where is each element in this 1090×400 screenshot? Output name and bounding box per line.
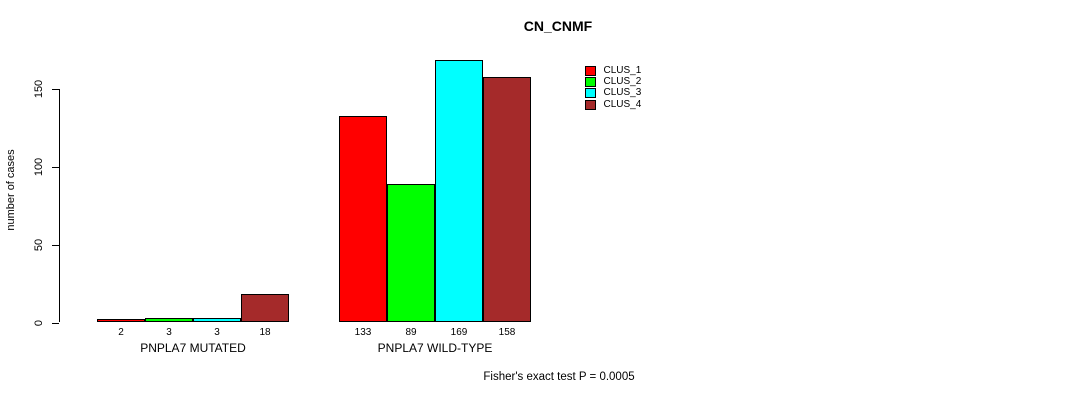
legend-swatch (585, 99, 596, 110)
y-tick-label: 150 (33, 79, 45, 99)
bar-clus-2-group1 (145, 317, 193, 323)
bar-value-label: 89 (405, 327, 417, 338)
legend-label: CLUS_1 (603, 64, 642, 76)
bar-clus-3-group1 (193, 317, 241, 323)
bar-clus-1-group2 (339, 115, 387, 323)
legend: CLUS_1 CLUS_2 CLUS_3 CLUS_4 (585, 65, 641, 110)
bar-clus-3-group2 (435, 59, 483, 323)
legend-label: CLUS_4 (603, 98, 642, 110)
bar-value-label: 3 (166, 327, 172, 338)
y-axis-title: number of cases (5, 149, 17, 231)
y-tick-label: 100 (33, 157, 45, 177)
bar-value-label: 158 (498, 327, 516, 338)
annotation-text: Fisher's exact test P = 0.0005 (483, 371, 635, 383)
x-category-label: PNPLA7 WILD-TYPE (377, 341, 493, 355)
bar-clus-2-group2 (387, 184, 435, 323)
bar-clus-4-group1 (241, 294, 289, 323)
y-tick (52, 89, 59, 91)
y-tick (52, 244, 59, 246)
y-tick (52, 322, 59, 324)
legend-swatch (585, 76, 596, 87)
legend-item-clus-4: CLUS_4 (585, 99, 641, 110)
y-tick-label: 50 (33, 238, 45, 251)
bar-clus-1-group1 (97, 319, 145, 323)
legend-item-clus-3: CLUS_3 (585, 88, 641, 99)
legend-swatch (585, 88, 596, 99)
legend-label: CLUS_3 (603, 87, 642, 99)
legend-item-clus-1: CLUS_1 (585, 65, 641, 76)
bar-value-label: 133 (354, 327, 372, 338)
legend-label: CLUS_2 (603, 75, 642, 87)
bar-clus-4-group2 (483, 76, 531, 323)
legend-swatch (585, 65, 596, 76)
y-tick-label: 0 (33, 319, 45, 326)
legend-item-clus-2: CLUS_2 (585, 76, 641, 87)
bar-value-label: 2 (118, 327, 124, 338)
chart-title: CN_CNMF (523, 18, 593, 34)
x-category-label: PNPLA7 MUTATED (140, 341, 246, 355)
bar-value-label: 3 (214, 327, 220, 338)
bar-value-label: 169 (450, 327, 468, 338)
y-axis-line (59, 89, 60, 323)
y-tick (52, 166, 59, 168)
bar-value-label: 18 (259, 327, 271, 338)
